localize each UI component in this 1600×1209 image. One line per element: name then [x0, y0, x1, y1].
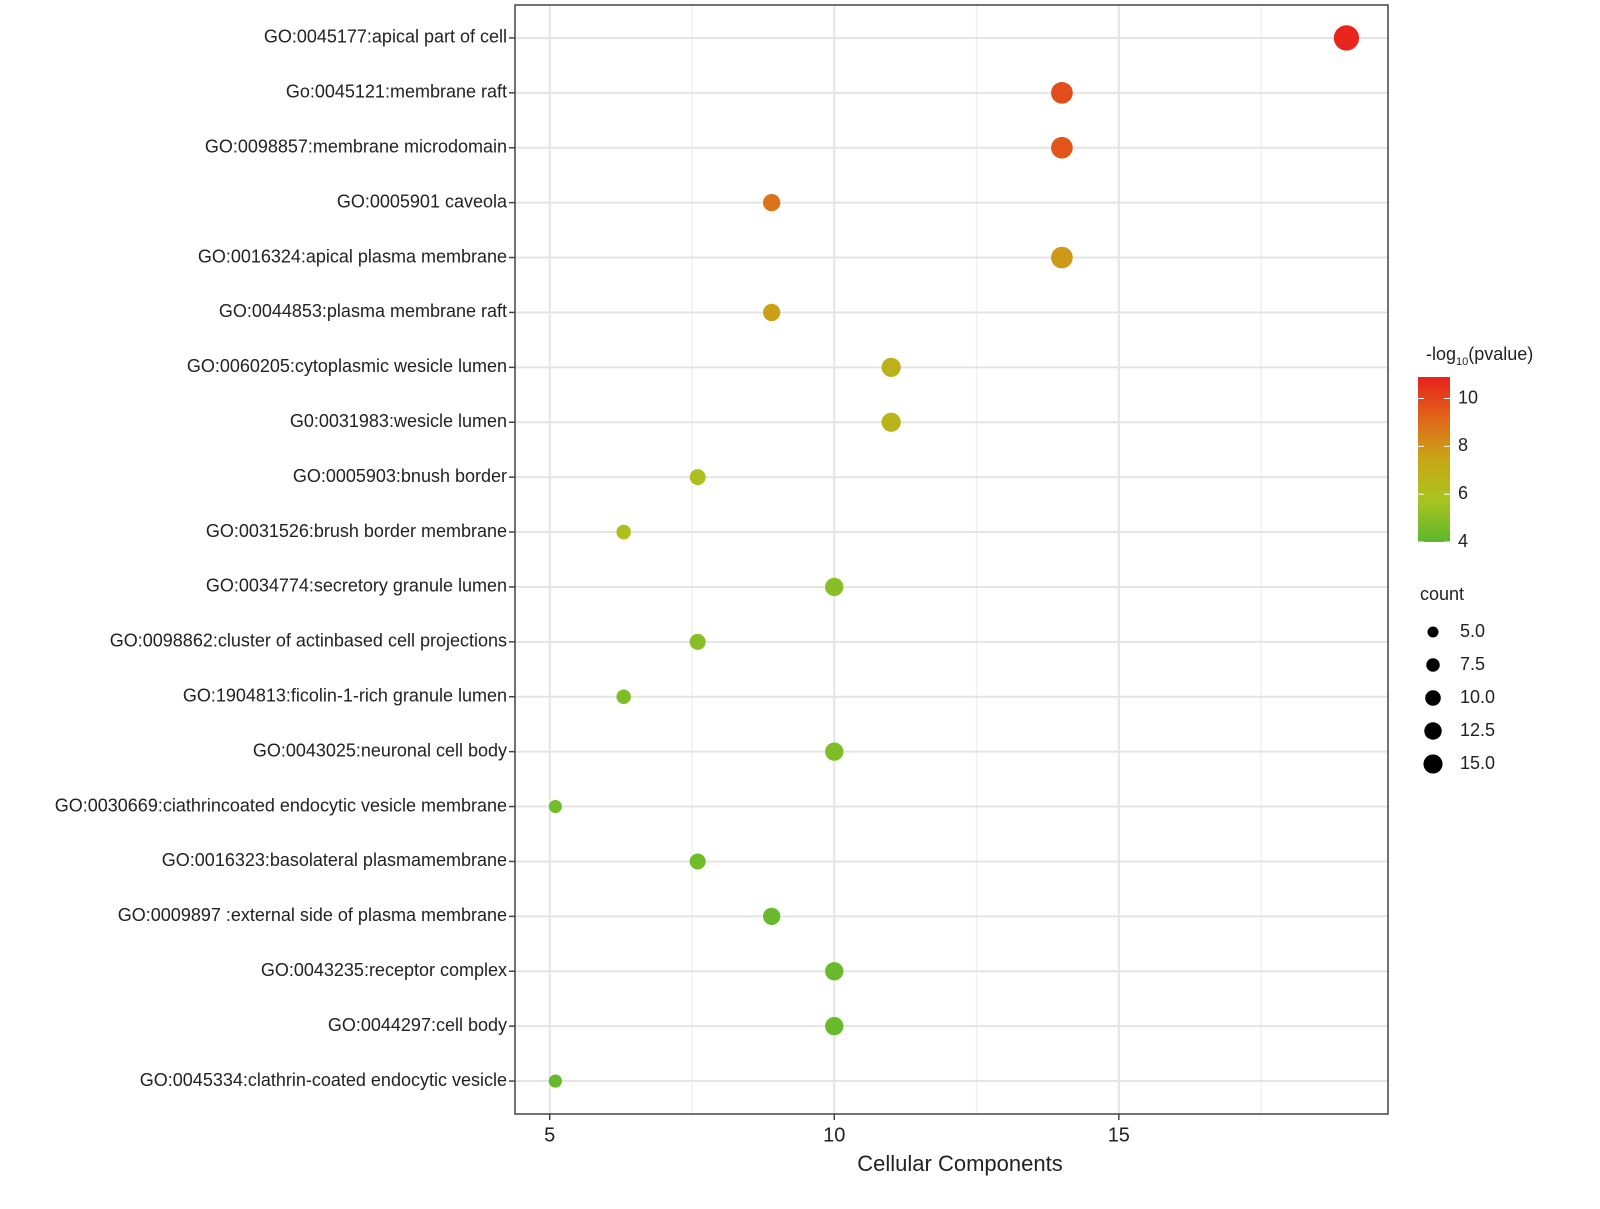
size-key: [1424, 722, 1442, 740]
y-tick-label: Go:0045121:membrane raft: [286, 82, 507, 102]
y-tick-label: GO:1904813:ficolin-1-rich granule lumen: [183, 686, 507, 706]
dot: [689, 633, 706, 650]
title-suffix: (pvalue): [1468, 344, 1533, 364]
dot: [548, 1074, 562, 1088]
y-tick-label: GO:0044297:cell body: [328, 1015, 507, 1035]
y-tick-label: GO:0016324:apical plasma membrane: [198, 246, 507, 266]
panel: [515, 5, 1388, 1114]
dot: [825, 1016, 844, 1036]
dot: [616, 689, 631, 705]
colorbar-label: 6: [1458, 483, 1468, 503]
y-tick-label: G0:0031983:wesicle lumen: [290, 411, 507, 431]
size-key: [1423, 754, 1443, 774]
x-tick-label: 5: [544, 1124, 555, 1146]
y-tick-label: GO:0045177:apical part of cell: [264, 27, 507, 47]
size-key: [1427, 626, 1439, 638]
dot: [881, 412, 901, 432]
title-prefix: -log: [1426, 344, 1456, 364]
color-legend-title: -log10(pvalue): [1426, 344, 1533, 368]
y-tick-label: GO:0009897 :external side of plasma memb…: [118, 905, 507, 925]
dot: [1051, 136, 1073, 159]
y-tick-label: GO:0098862:cluster of actinbased cell pr…: [110, 631, 507, 651]
dot: [763, 907, 781, 926]
panel-border: [514, 4, 1389, 1115]
y-tick-label: GO:0043235:receptor complex: [261, 960, 507, 980]
dot: [881, 357, 901, 377]
dot: [689, 853, 706, 870]
dot: [763, 193, 781, 212]
y-tick-label: GO:0031526:brush border membrane: [206, 521, 507, 541]
y-tick-label: GO:0034774:secretory granule lumen: [206, 576, 507, 596]
dot: [763, 303, 781, 322]
y-tick-label: GO:0043025:neuronal cell body: [253, 740, 507, 760]
size-label: 5.0: [1460, 621, 1485, 641]
size-key: [1425, 690, 1441, 706]
dot: [689, 469, 706, 486]
dot: [1051, 246, 1073, 269]
dot: [548, 800, 562, 814]
dot: [616, 524, 631, 540]
dot: [1051, 81, 1073, 104]
size-key: [1426, 658, 1440, 672]
x-axis-label: Cellular Components: [857, 1151, 1062, 1176]
size-label: 7.5: [1460, 654, 1485, 674]
x-tick-label: 15: [1108, 1124, 1130, 1146]
colorbar-label: 10: [1458, 387, 1478, 407]
y-tick-label: GO:0005903:bnush border: [293, 466, 507, 486]
colorbar: [1418, 377, 1450, 542]
y-tick-label: GO:0044853:plasma membrane raft: [219, 301, 507, 321]
size-label: 12.5: [1460, 720, 1495, 740]
title-subscript: 10: [1456, 356, 1468, 368]
y-tick-label: GO:0005901 caveola: [337, 191, 508, 211]
colorbar-label: 8: [1458, 435, 1468, 455]
dot: [825, 962, 844, 981]
size-label: 10.0: [1460, 687, 1495, 707]
size-legend-title: count: [1420, 584, 1464, 604]
dot: [1333, 25, 1360, 51]
colorbar-label: 4: [1458, 531, 1468, 551]
dot: [825, 577, 844, 597]
y-tick-label: GO:0098857:membrane microdomain: [205, 136, 507, 156]
x-tick-label: 10: [823, 1124, 845, 1146]
y-tick-label: GO:0030669:ciathrincoated endocytic vesi…: [55, 795, 507, 815]
size-label: 15.0: [1460, 753, 1495, 773]
y-tick-label: GO:0016323:basolateral plasmamembrane: [162, 850, 507, 870]
dot: [825, 742, 844, 761]
y-tick-label: GO:0045334:clathrin-coated endocytic ves…: [140, 1070, 507, 1090]
y-tick-label: GO:0060205:cytoplasmic wesicle lumen: [187, 356, 507, 376]
